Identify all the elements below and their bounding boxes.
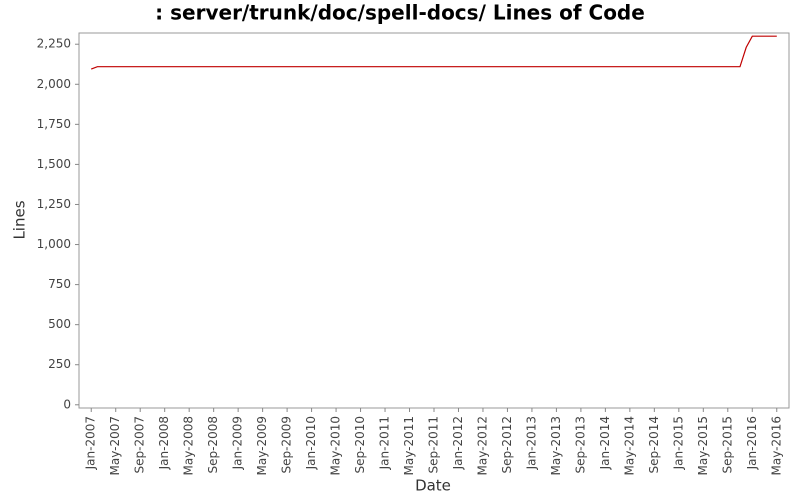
y-tick-label: 0: [63, 397, 71, 411]
x-axis-label: Date: [415, 477, 451, 495]
x-tick-label: May-2013: [549, 416, 563, 475]
x-tick-label: Sep-2012: [500, 416, 514, 474]
x-tick-label: Sep-2007: [133, 416, 147, 474]
x-tick-label: May-2010: [329, 416, 343, 475]
y-tick-label: 750: [48, 277, 71, 291]
x-tick-label: Jan-2015: [671, 416, 685, 470]
x-tick-label: Sep-2014: [647, 416, 661, 474]
x-tick-label: Jan-2016: [745, 416, 759, 470]
plot-area: [78, 32, 790, 409]
x-tick-label: Jan-2010: [304, 416, 318, 470]
x-tick-label: May-2007: [108, 416, 122, 475]
x-tick-label: May-2016: [769, 416, 783, 475]
y-tick-label: 2,000: [37, 77, 71, 91]
x-tick-label: May-2011: [402, 416, 416, 475]
x-tick-label: Sep-2010: [353, 416, 367, 474]
y-axis-label: Lines: [11, 200, 29, 239]
x-tick-label: Sep-2013: [573, 416, 587, 474]
x-tick-label: May-2008: [182, 416, 196, 475]
x-tick-label: Jan-2014: [598, 416, 612, 470]
y-tick-label: 1,500: [37, 157, 71, 171]
y-tick-label: 1,000: [37, 237, 71, 251]
x-tick-label: Jan-2012: [451, 416, 465, 470]
x-tick-label: Sep-2011: [427, 416, 441, 474]
x-tick-label: Jan-2013: [524, 416, 538, 470]
y-tick-label: 2,250: [37, 37, 71, 51]
x-tick-label: Jan-2008: [157, 416, 171, 470]
data-line: [90, 35, 777, 70]
chart-title: : server/trunk/doc/spell-docs/ Lines of …: [155, 1, 645, 25]
x-tick-label: Sep-2008: [206, 416, 220, 474]
x-tick-label: May-2015: [696, 416, 710, 475]
x-tick-label: May-2012: [475, 416, 489, 475]
x-tick-label: Jan-2007: [84, 416, 98, 470]
y-tick-label: 1,750: [37, 117, 71, 131]
y-tick-label: 500: [48, 317, 71, 331]
x-tick-label: Jan-2011: [378, 416, 392, 470]
x-tick-label: Jan-2009: [231, 416, 245, 470]
y-tick-label: 250: [48, 357, 71, 371]
x-tick-label: May-2009: [255, 416, 269, 475]
x-tick-label: May-2014: [622, 416, 636, 475]
x-tick-label: Sep-2015: [720, 416, 734, 474]
x-tick-label: Sep-2009: [280, 416, 294, 474]
y-tick-label: 1,250: [37, 197, 71, 211]
